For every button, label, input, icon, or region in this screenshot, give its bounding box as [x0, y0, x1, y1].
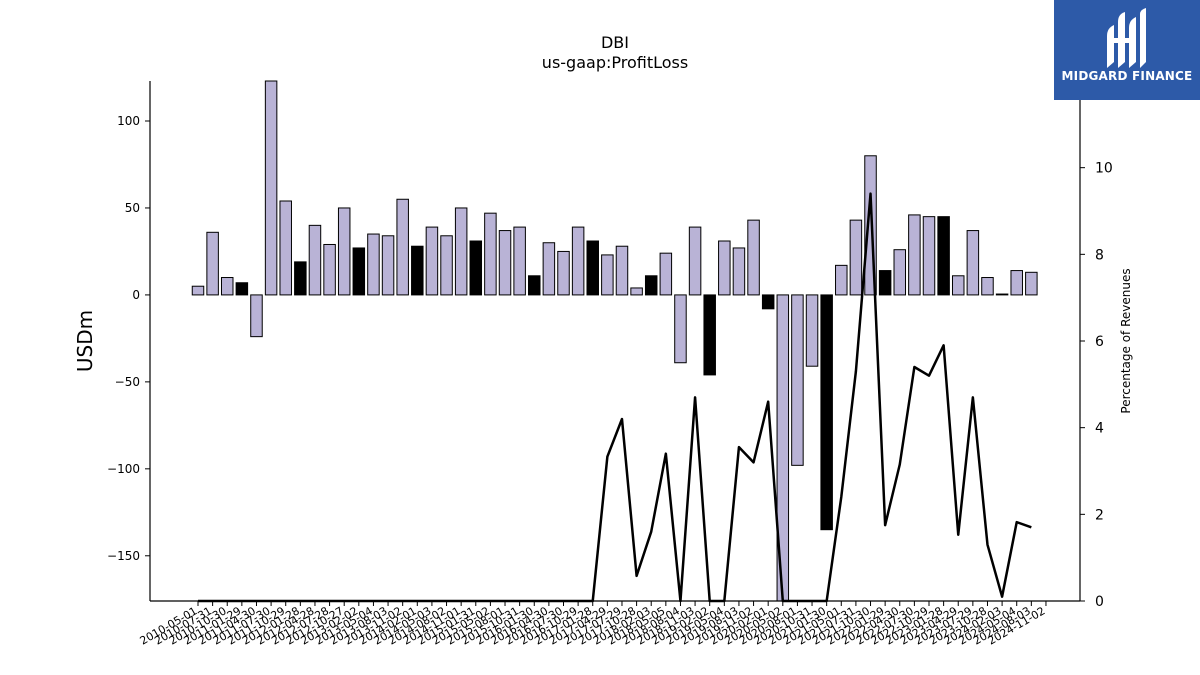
bar-2012-07-28: [323, 243, 336, 296]
y2-tick-label: 6: [1095, 334, 1104, 350]
y-tick-label: 0: [132, 288, 140, 302]
bar-2024-02-03: [995, 293, 1009, 296]
bar-2016-07-30: [557, 250, 570, 296]
bar-2013-05-04: [367, 233, 380, 296]
brand-logo: MIDGARD FINANCE: [1054, 0, 1200, 100]
percentage-line: [198, 192, 1032, 603]
y-axis-label: USDm: [73, 310, 97, 372]
bar-2018-08-04: [674, 294, 687, 364]
bar-2020-08-01: [791, 294, 804, 466]
y2-axis-label: Percentage of Revenues: [1119, 268, 1133, 413]
bar-2020-02-01: [761, 294, 775, 310]
bar-2021-07-31: [849, 219, 863, 296]
bar-2016-04-30: [542, 242, 556, 296]
bar-2024-08-03: [1025, 271, 1038, 296]
bar-2023-04-29: [951, 275, 965, 296]
bar-2014-02-01: [411, 245, 424, 296]
bar-2017-10-28: [630, 287, 643, 296]
bar-2014-05-03: [425, 226, 439, 296]
bar-2011-01-29: [235, 282, 249, 296]
bar-2012-10-27: [337, 207, 351, 296]
bar-2017-04-29: [601, 254, 614, 296]
bar-2010-05-01: [191, 285, 205, 296]
bar-2013-08-03: [381, 235, 395, 296]
bar-2011-10-29: [279, 200, 292, 296]
bar-2011-04-30: [250, 294, 263, 338]
y2-tick-label: 10: [1095, 161, 1113, 177]
chart-title: DBI: [601, 33, 629, 52]
bar-2015-08-01: [498, 230, 512, 296]
bar-2017-07-29: [615, 245, 629, 296]
y2-tick-label: 2: [1095, 507, 1104, 523]
bar-2021-10-30: [864, 155, 877, 296]
midgard-logo-icon: [1107, 8, 1146, 68]
bar-2016-01-30: [528, 275, 541, 296]
axes-group: −150−100−5005010002468102010-05-012010-0…: [107, 81, 1113, 648]
bar-2019-02-02: [703, 294, 716, 376]
y-tick-label: −50: [115, 375, 140, 389]
bar-2019-08-03: [732, 247, 746, 296]
brand-logo-text: MIDGARD FINANCE: [1061, 69, 1193, 83]
bar-2019-11-02: [747, 219, 760, 296]
bar-2015-05-02: [484, 212, 497, 296]
y-tick-label: −150: [107, 549, 140, 563]
bar-2021-05-01: [835, 264, 848, 296]
y-tick-label: 100: [117, 114, 140, 128]
bar-2015-10-31: [513, 226, 526, 296]
bar-2012-04-28: [308, 224, 322, 296]
y-tick-label: −100: [107, 462, 140, 476]
bar-2022-07-30: [908, 214, 921, 296]
bar-2010-07-31: [206, 231, 219, 296]
bar-2019-05-04: [718, 240, 731, 296]
bar-2023-10-28: [981, 277, 994, 296]
bar-2013-11-02: [396, 198, 409, 296]
line-group: [198, 192, 1032, 603]
bar-2023-01-28: [937, 216, 950, 296]
bar-2013-02-02: [352, 247, 366, 296]
y2-tick-label: 0: [1095, 594, 1104, 610]
bar-2022-04-30: [893, 249, 907, 296]
bar-2024-05-04: [1010, 270, 1023, 296]
y2-tick-label: 8: [1095, 247, 1104, 263]
bar-2021-01-30: [820, 294, 833, 531]
bar-2020-10-31: [805, 294, 819, 367]
bar-2012-01-28: [294, 261, 307, 296]
bar-2022-10-29: [922, 216, 936, 296]
bar-2011-07-30: [264, 80, 278, 296]
bar-2023-07-29: [966, 230, 980, 296]
y-tick-label: 50: [125, 201, 140, 215]
bar-2014-11-01: [454, 207, 468, 296]
bar-2017-01-28: [586, 240, 599, 296]
bars-group: [191, 80, 1038, 602]
chart-subtitle: us-gaap:ProfitLoss: [542, 53, 688, 72]
bar-2014-08-02: [440, 235, 453, 296]
bar-2018-02-03: [644, 275, 658, 296]
bar-2018-05-05: [659, 252, 673, 296]
bar-2016-10-29: [571, 226, 585, 296]
bar-2022-01-29: [878, 270, 892, 296]
bar-2010-10-30: [220, 277, 234, 296]
bar-2018-11-03: [688, 226, 702, 296]
bar-2015-01-31: [469, 240, 483, 296]
y2-tick-label: 4: [1095, 421, 1104, 437]
